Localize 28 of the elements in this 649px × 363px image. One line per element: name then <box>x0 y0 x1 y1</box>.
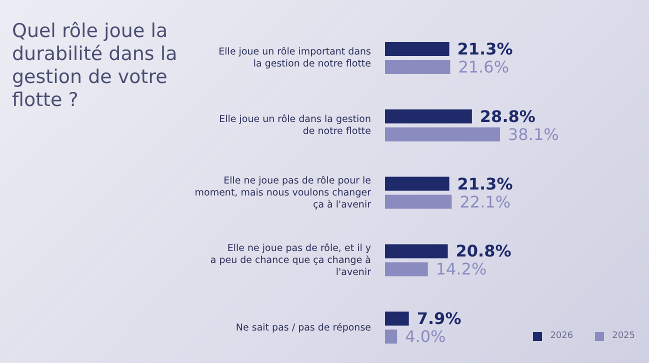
data-label: 22.1% <box>460 192 511 212</box>
data-label: 4.0% <box>405 327 446 346</box>
bar <box>385 262 428 276</box>
data-label: 14.2% <box>436 260 487 279</box>
bar <box>385 176 450 191</box>
bar <box>385 244 448 258</box>
bar <box>385 312 409 326</box>
y-tick-label: Elle ne joue pas de rôle pour le moment, mais nous voulons changer ça à l'avenir <box>194 175 372 210</box>
bar <box>385 127 500 142</box>
bar <box>385 330 398 344</box>
bar <box>385 42 450 56</box>
bar <box>385 194 452 209</box>
y-tick-label: Elle joue un rôle important dans la gestion de notre flotte <box>218 46 372 70</box>
data-label: 38.1% <box>508 124 559 144</box>
y-tick-label: Elle joue un rôle dans la gestion de notre flotte <box>219 114 372 137</box>
y-tick-label: Elle ne joue pas de rôle, et il y a peu de chance que ça change à l'avenir <box>210 242 372 278</box>
data-label: 21.3% <box>457 174 513 194</box>
data-label: 21.3% <box>457 40 513 58</box>
legend-label: 2025 <box>611 331 635 341</box>
y-tick-label: Ne sait pas / pas de réponse <box>236 322 372 333</box>
text: Quel rôle joue la durabilité dans la gestion de votre flotte ? <box>12 20 178 112</box>
data-label: 20.8% <box>456 242 512 261</box>
bar <box>385 60 450 74</box>
data-label: 28.8% <box>480 106 536 126</box>
bar <box>385 109 472 124</box>
legend-label: 2026 <box>549 331 574 341</box>
data-label: 21.6% <box>458 58 510 76</box>
data-label: 7.9% <box>416 309 462 328</box>
